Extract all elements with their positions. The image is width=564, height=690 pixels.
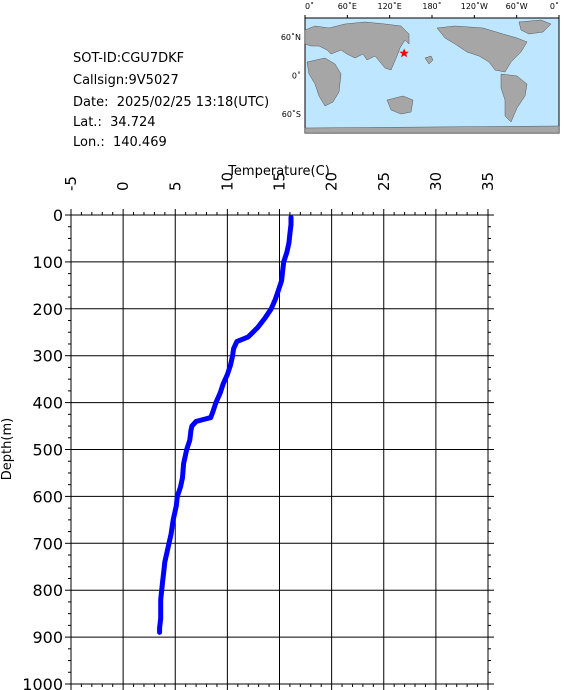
map-longitude-label: 0˚ [305, 1, 314, 11]
map-latitude-label: 60˚N [281, 32, 301, 42]
y-tick-label: 1000 [22, 675, 63, 690]
map-longitude-label: 60˚W [506, 1, 528, 11]
map-longitude-label: 120˚W [461, 1, 488, 11]
y-tick-label: 700 [32, 534, 63, 553]
x-tick-label: 0 [114, 181, 132, 191]
callsign-text: Callsign:9V5027 [73, 73, 179, 88]
y-tick-label: 400 [32, 394, 63, 413]
y-axis-label: Depth(m) [0, 418, 15, 480]
y-tick-label: 800 [32, 581, 63, 600]
x-tick-label: 30 [427, 172, 445, 191]
x-tick-label: 35 [479, 172, 497, 191]
map-longitude-label: 180˚ [422, 1, 441, 11]
y-tick-label: 900 [32, 628, 63, 647]
y-tick-label: 500 [32, 441, 63, 460]
sot-id-text: SOT-ID:CGU7DKF [73, 51, 185, 66]
y-axis-ticks: 0 100 200 300 400 500 600 700 800 900 1000 [22, 206, 494, 690]
x-tick-label: 20 [323, 172, 341, 191]
x-tick-label: -5 [62, 176, 80, 191]
map-latitude-label: 0˚ [292, 71, 301, 81]
y-tick-label: 200 [32, 300, 63, 319]
map-longitude-label: 60˚E [338, 1, 357, 11]
x-axis-label: Temperature(C) [227, 164, 330, 179]
map-land [304, 19, 560, 134]
y-tick-label: 100 [32, 253, 63, 272]
map-longitude-label: 0˚ [550, 1, 559, 11]
temperature-profile-line [157, 214, 294, 635]
x-axis-ticks: -5 0 5 10 15 20 25 30 35 [62, 172, 497, 690]
map-longitude-label: 120˚E [378, 1, 402, 11]
y-tick-label: 0 [53, 206, 63, 225]
x-tick-label: 5 [166, 181, 184, 191]
ship-location-marker [399, 48, 409, 58]
y-tick-label: 600 [32, 487, 63, 506]
map-latitude-label: 60˚S [282, 109, 301, 119]
plot-frame [70, 214, 489, 685]
date-text: Date: 2025/02/25 13:18(UTC) [73, 95, 270, 110]
lat-text: Lat.: 34.724 [73, 115, 156, 130]
world-map: 0˚ 60˚E 120˚E 180˚ 120˚W 60˚W 0˚ 60˚N 0˚ 60˚S [281, 1, 560, 134]
x-tick-label: 10 [218, 172, 236, 191]
x-tick-label: 15 [271, 172, 289, 191]
lon-text: Lon.: 140.469 [73, 135, 167, 150]
x-tick-label: 25 [375, 172, 393, 191]
map-latitude-labels: 60˚N 0˚ 60˚S [281, 32, 301, 119]
y-tick-label: 300 [32, 347, 63, 366]
